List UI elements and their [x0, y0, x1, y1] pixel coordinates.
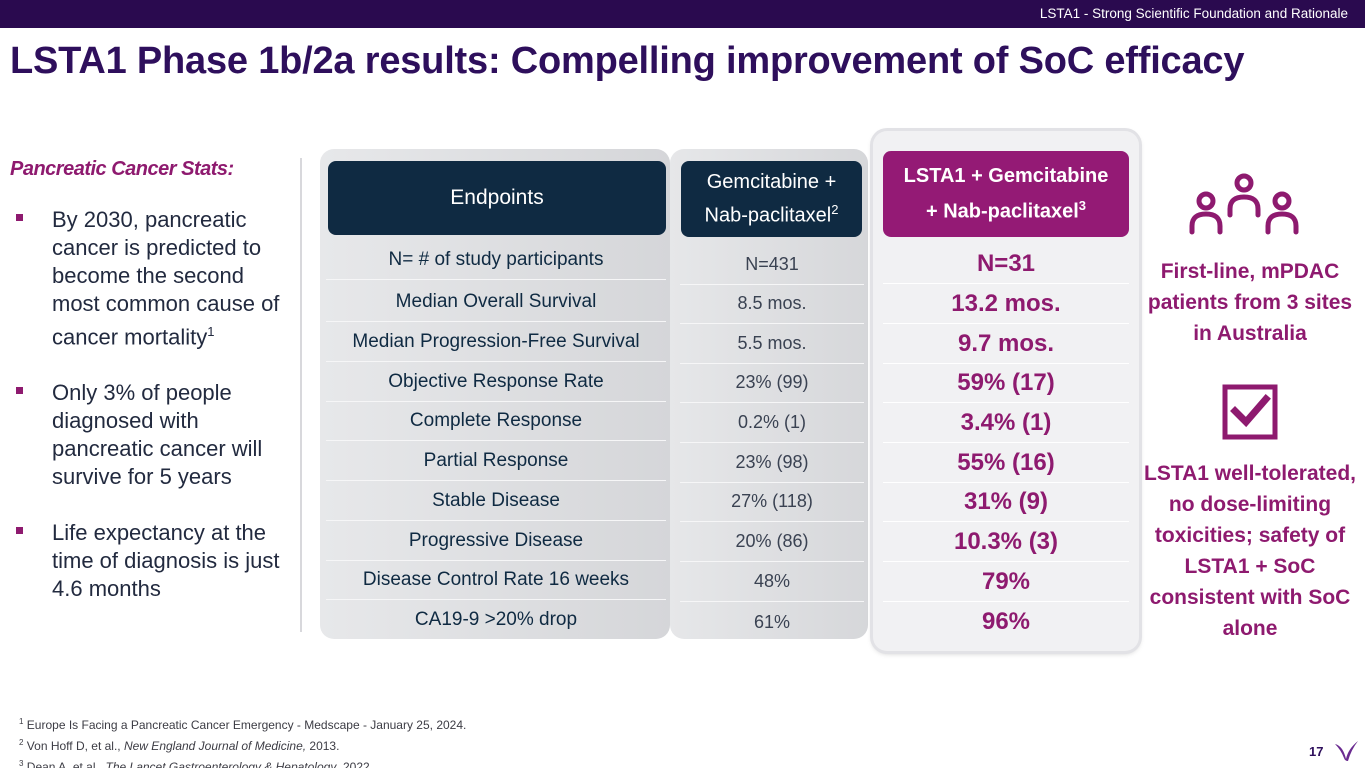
gem-value-cell: N=431 — [680, 245, 864, 285]
endpoint-cell: Objective Response Rate — [326, 362, 666, 402]
safety-info-text: LSTA1 well-tolerated, no dose-limiting t… — [1144, 462, 1356, 640]
stats-item-text: By 2030, pancreatic cancer is predicted … — [52, 207, 280, 350]
gem-value-cell: 61% — [753, 611, 791, 632]
checkbox-icon — [1222, 384, 1278, 440]
footnote: 3 Dean A, et al., The Lancet Gastroenter… — [19, 755, 466, 768]
endpoint-cell: Median Progression-Free Survival — [326, 322, 666, 362]
gem-value-cell: 23% (99) — [680, 363, 864, 403]
stats-item-text: Only 3% of people diagnosed with pancrea… — [52, 380, 263, 490]
endpoint-cell: Stable Disease — [326, 481, 666, 521]
gem-value-cell: 48% — [680, 562, 864, 602]
stats-list: By 2030, pancreatic cancer is predicted … — [14, 206, 294, 631]
gem-value-cell: 8.5 mos. — [680, 284, 864, 324]
top-bar: LSTA1 - Strong Scientific Foundation and… — [0, 0, 1365, 28]
lsta-value-cell: N=31 — [883, 244, 1129, 284]
gem-header-ref: 2 — [831, 202, 839, 218]
gem-value-cell: 20% (86) — [680, 522, 864, 562]
lsta-value-cell: 31% (9) — [883, 482, 1129, 522]
lsta-header-ref: 3 — [1078, 197, 1087, 213]
bullet-icon — [16, 214, 23, 221]
lsta-header-line1: LSTA1 + Gemcitabine — [903, 164, 1109, 187]
gem-value-cell: 23% (98) — [680, 443, 864, 483]
footnote-text: Dean A, et al., — [26, 760, 106, 768]
gem-value-cell: 27% (118) — [680, 482, 864, 522]
bullet-icon — [16, 527, 23, 535]
stats-item: Life expectancy at the time of diagnosis… — [14, 519, 294, 603]
footnote-text: Von Hoff D, et al., — [26, 739, 124, 753]
footnote: 1 Europe Is Facing a Pancreatic Cancer E… — [19, 713, 466, 734]
endpoint-cell: Complete Response — [326, 401, 666, 441]
footnote-number: 1 — [19, 717, 24, 726]
endpoint-cell: Median Overall Survival — [326, 282, 666, 322]
section-tag: LSTA1 - Strong Scientific Foundation and… — [1039, 6, 1348, 21]
gem-value-cell: 5.5 mos. — [680, 324, 864, 364]
footnote-year: 2013. — [306, 739, 340, 753]
gem-header-line2: Nab-paclitaxel — [704, 204, 832, 227]
people-group-icon — [1189, 173, 1299, 235]
stats-item-text: Life expectancy at the time of diagnosis… — [52, 520, 280, 602]
footnote-year: , 2022. — [336, 760, 374, 768]
vertical-divider — [300, 158, 302, 632]
endpoints-header: Endpoints — [328, 161, 666, 235]
lsta-value-cell: 55% (16) — [883, 443, 1129, 483]
footnotes: 1 Europe Is Facing a Pancreatic Cancer E… — [19, 713, 466, 768]
endpoint-cell: N= # of study participants — [326, 240, 666, 280]
stats-heading: Pancreatic Cancer Stats: — [10, 158, 234, 180]
bullet-icon — [16, 387, 23, 395]
lsta-value-cell: 9.7 mos. — [883, 324, 1129, 364]
endpoint-cell: CA19-9 >20% drop — [414, 609, 578, 630]
stats-item: Only 3% of people diagnosed with pancrea… — [14, 379, 294, 491]
gem-value-cell: 0.2% (1) — [680, 403, 864, 443]
patients-info-text: First-line, mPDAC patients from 3 sites … — [1147, 260, 1353, 345]
footnote-number: 2 — [19, 738, 24, 747]
gem-header: Gemcitabine + Nab-paclitaxel2 — [681, 161, 862, 237]
footnote: 2 Von Hoff D, et al., New England Journa… — [19, 734, 466, 755]
endpoint-cell: Partial Response — [326, 441, 666, 481]
footnote-text: Europe Is Facing a Pancreatic Cancer Eme… — [26, 718, 467, 732]
page-number: 17 — [1309, 744, 1324, 759]
footnote-journal: New England Journal of Medicine, — [123, 739, 307, 753]
lsta-value-cell: 10.3% (3) — [883, 522, 1129, 562]
lsta-value-cell: 13.2 mos. — [883, 284, 1129, 324]
endpoint-cell: Disease Control Rate 16 weeks — [326, 560, 666, 600]
lsta-value-cell: 3.4% (1) — [883, 403, 1129, 443]
lsta-header-line2: + Nab-paclitaxel — [925, 200, 1079, 223]
endpoint-cell: Progressive Disease — [326, 521, 666, 561]
footnote-number: 3 — [19, 759, 24, 768]
stats-item: By 2030, pancreatic cancer is predicted … — [14, 206, 294, 351]
page-title: LSTA1 Phase 1b/2a results: Compelling im… — [10, 40, 1245, 82]
lsta-header: LSTA1 + Gemcitabine + Nab-paclitaxel3 — [883, 151, 1129, 237]
footnote-ref: 1 — [207, 324, 215, 339]
company-logo-icon — [1335, 741, 1358, 761]
gem-header-line1: Gemcitabine + — [706, 171, 837, 194]
lsta-value-cell: 79% — [883, 562, 1129, 602]
lsta-value-cell: 96% — [981, 608, 1031, 635]
footnote-journal: The Lancet Gastroenterology & Hepatology — [105, 760, 337, 768]
endpoints-header-label: Endpoints — [450, 186, 544, 209]
lsta-value-cell: 59% (17) — [883, 363, 1129, 403]
